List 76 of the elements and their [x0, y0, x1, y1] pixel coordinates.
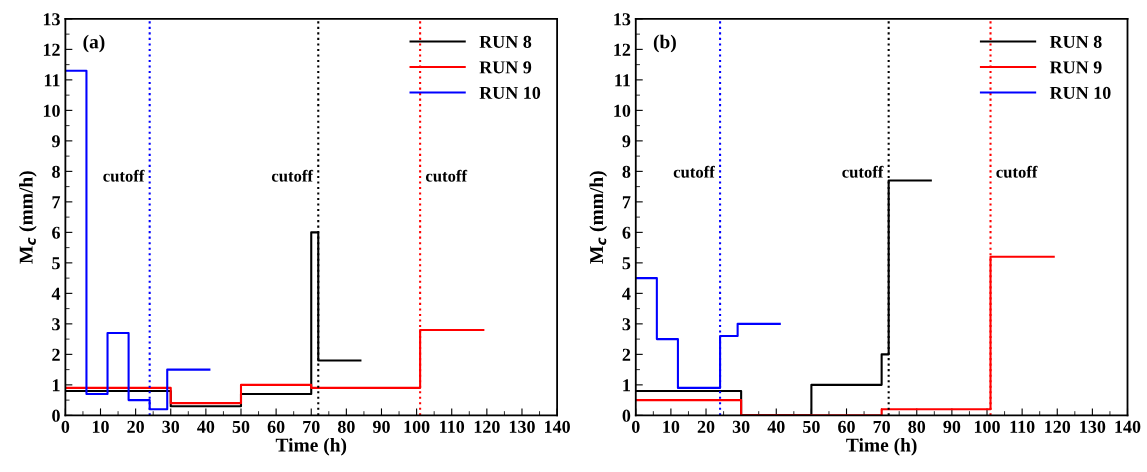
x-tick-label: 110	[1010, 420, 1035, 433]
x-tick-label: 90	[943, 420, 961, 433]
x-tick-label: 100	[404, 420, 430, 433]
y-tick-label: 9	[622, 135, 631, 148]
annotation: (b)	[653, 34, 676, 53]
y-tick-label: 12	[614, 43, 631, 56]
annotation: (a)	[83, 34, 105, 53]
y-tick-label: 1	[623, 379, 630, 392]
y-tick-label: 2	[622, 348, 631, 361]
x-tick-label: 40	[197, 420, 215, 433]
ref-line-label: cutoff	[842, 165, 884, 178]
x-tick-label: 20	[127, 420, 144, 433]
y-tick-label: 7	[622, 196, 631, 209]
ref-line-label: cutoff	[996, 165, 1038, 178]
x-tick-label: 30	[732, 420, 750, 433]
x-tick-label: 10	[663, 420, 680, 433]
y-tick-label: 6	[52, 226, 60, 239]
y-tick-label: 13	[614, 13, 631, 26]
y-tick-label: 8	[52, 165, 60, 178]
y-axis-title: M$_{c}$ (mm/h)	[589, 171, 608, 264]
x-tick-label: 120	[1045, 420, 1071, 433]
y-tick-label: 11	[615, 74, 630, 87]
x-tick-label: 0	[631, 420, 640, 433]
x-tick-label: 100	[974, 420, 1000, 433]
y-tick-label: 11	[44, 74, 60, 87]
ref-line-label: cutoff	[103, 169, 145, 182]
x-tick-label: 20	[697, 420, 715, 433]
legend-label: RUN 9	[1049, 61, 1102, 74]
x-tick-label: 70	[873, 420, 890, 433]
x-tick-label: 140	[1115, 420, 1141, 433]
x-tick-label: 120	[474, 420, 500, 433]
legend-label: RUN 10	[479, 86, 541, 99]
ref-line-label: cutoff	[425, 169, 468, 182]
x-axis-title: Time (h)	[275, 437, 347, 456]
y-tick-label: 12	[43, 43, 60, 56]
x-tick-label: 40	[767, 420, 785, 433]
y-tick-label: 6	[622, 226, 631, 239]
y-tick-label: 3	[52, 318, 60, 331]
x-tick-label: 110	[440, 420, 465, 433]
y-tick-label: 4	[51, 287, 61, 300]
y-tick-label: 0	[52, 409, 60, 422]
x-tick-label: 90	[372, 420, 390, 433]
y-tick-label: 8	[622, 165, 631, 178]
x-tick-label: 30	[162, 420, 180, 433]
legend-label: RUN 10	[1049, 86, 1111, 99]
x-axis-title: Time (h)	[846, 437, 917, 456]
y-axis-title: M$_{c}$ (mm/h)	[19, 171, 37, 264]
x-tick-label: 130	[1080, 420, 1106, 433]
legend-label: RUN 9	[479, 61, 532, 74]
y-tick-label: 0	[622, 409, 631, 422]
x-tick-label: 50	[803, 420, 820, 433]
y-tick-label: 3	[622, 318, 631, 331]
ref-line-label: cutoff	[673, 165, 715, 178]
y-tick-label: 7	[52, 196, 61, 209]
y-tick-label: 13	[43, 13, 60, 26]
y-tick-label: 10	[43, 104, 60, 117]
x-tick-label: 60	[267, 420, 285, 433]
legend-label: RUN 8	[1049, 35, 1102, 48]
x-tick-label: 130	[509, 420, 535, 433]
x-tick-label: 80	[908, 420, 926, 433]
x-tick-label: 10	[92, 420, 109, 433]
x-tick-label: 50	[232, 420, 250, 433]
y-tick-label: 2	[52, 348, 60, 361]
ref-line-label: cutoff	[271, 169, 314, 182]
x-tick-label: 70	[303, 420, 320, 433]
y-tick-label: 5	[622, 257, 631, 270]
y-tick-label: 9	[51, 135, 60, 148]
y-tick-label: 4	[622, 287, 631, 300]
y-tick-label: 10	[614, 104, 631, 117]
y-tick-label: 5	[52, 257, 60, 270]
y-tick-label: 1	[52, 379, 60, 392]
legend-label: RUN 8	[479, 35, 532, 48]
x-tick-label: 60	[838, 420, 855, 433]
x-tick-label: 0	[61, 420, 70, 433]
x-tick-label: 80	[337, 420, 355, 433]
x-tick-label: 140	[545, 420, 570, 433]
